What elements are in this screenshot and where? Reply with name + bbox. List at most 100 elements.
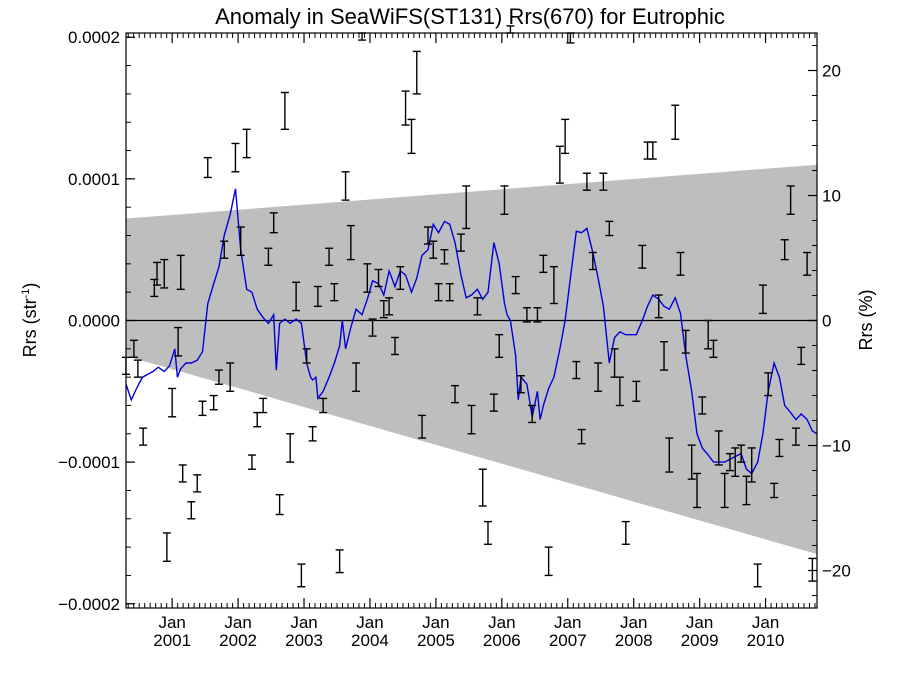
error-bar-point [473,297,482,316]
error-bar-point [478,468,487,507]
error-bar-point [775,438,784,458]
error-bar-point [709,339,718,359]
y-axis-label-text: Rrs (str [20,298,40,357]
y-tick-label: 0.0001 [68,170,120,189]
error-bar-point [572,360,581,380]
x-tick-year: 2009 [681,631,719,650]
error-bar-point [786,185,795,215]
error-bar-point [632,380,641,402]
x-tick-year: 2010 [747,631,785,650]
error-bar-point [275,493,284,516]
y-tick-label: 0.0000 [68,312,120,331]
error-bar-point [401,90,410,126]
x-tick-month: Jan [224,613,251,632]
x-tick-year: 2007 [549,631,587,650]
y2-tick-label: 20 [822,62,841,81]
error-bar-point [162,532,171,562]
error-bar-point [174,326,183,357]
error-bar-point [544,546,553,577]
error-bar-point [313,285,322,308]
error-bar-point [259,397,268,414]
error-bar-point [187,501,196,520]
error-bar-point [605,220,614,237]
error-bar-point [231,142,240,173]
error-bar-point [193,474,202,493]
error-bar-point [242,128,251,159]
x-tick-year: 2001 [153,631,191,650]
error-bar-point [385,297,394,316]
error-bar-point [429,240,438,259]
error-bar-point [423,226,432,245]
points-layer [122,25,817,588]
error-bar-point [704,319,713,350]
x-tick-month: Jan [752,613,779,632]
error-bar-point [495,333,504,359]
error-bar-point [770,482,779,499]
error-bar-point [698,396,707,415]
error-bar-point [319,397,328,414]
error-bar-point [791,427,800,446]
error-bar-point [720,472,729,509]
error-bar-point [139,427,148,446]
error-bar-point [247,454,256,470]
error-bar-point [555,145,564,184]
error-bar-point [747,447,756,483]
error-bar-point [214,369,223,385]
y-tick-label: 0.0002 [68,28,120,47]
y-axis-label: Rrs (str-1) [20,283,40,358]
y2-axis-label: Rrs (%) [856,290,876,351]
x-tick-month: Jan [158,613,185,632]
error-bar-point [549,265,558,305]
error-bar-point [152,261,161,286]
error-bar-point [533,307,542,323]
error-bar-point [198,400,207,417]
y-tick-label: −0.0002 [58,595,120,614]
error-bar-point [467,404,476,435]
error-bar-point [346,224,355,261]
error-bar-point [522,307,531,323]
x-tick-month: Jan [488,613,515,632]
error-bar-point [418,414,427,439]
error-bar-point [391,336,400,356]
error-bar-point [335,549,344,574]
error-bar-point [577,428,586,445]
error-bar-point [731,447,740,477]
error-bar-point [489,393,498,412]
error-bar-point [539,254,548,274]
error-bar-point [456,233,465,252]
error-bar-point [302,348,311,364]
error-bar-point [692,472,701,509]
error-bar-point [561,118,570,155]
error-bar-point [129,339,138,359]
error-bar-point [687,444,696,480]
error-bar-point [742,475,751,506]
error-bar-point [654,294,663,319]
x-tick-year: 2002 [219,631,257,650]
error-bar-point [676,251,685,276]
error-bar-point [803,251,812,276]
y2-tick-label: −10 [822,437,851,456]
x-tick-month: Jan [620,613,647,632]
error-bar-point [368,318,377,337]
error-bar-point [203,156,212,179]
error-bar-point [808,557,817,582]
error-bar-point [462,185,471,230]
error-bar-point [434,282,443,302]
x-tick-month: Jan [356,613,383,632]
error-bar-point [671,104,680,140]
y-tick-label: −0.0001 [58,453,120,472]
x-tick-month: Jan [422,613,449,632]
band-layer [126,164,817,555]
error-bar-point [280,91,289,131]
error-bar-point [582,172,591,191]
error-bar-point [209,394,218,411]
x-tick-month: Jan [290,613,317,632]
error-bar-point [133,359,142,378]
error-bar-point [588,251,597,271]
x-tick-year: 2008 [615,631,653,650]
error-bar-point [764,372,773,397]
x-tick-year: 2003 [285,631,323,650]
error-bar-point [500,185,509,215]
error-bar-point [264,247,273,266]
error-bar-point [725,452,734,472]
